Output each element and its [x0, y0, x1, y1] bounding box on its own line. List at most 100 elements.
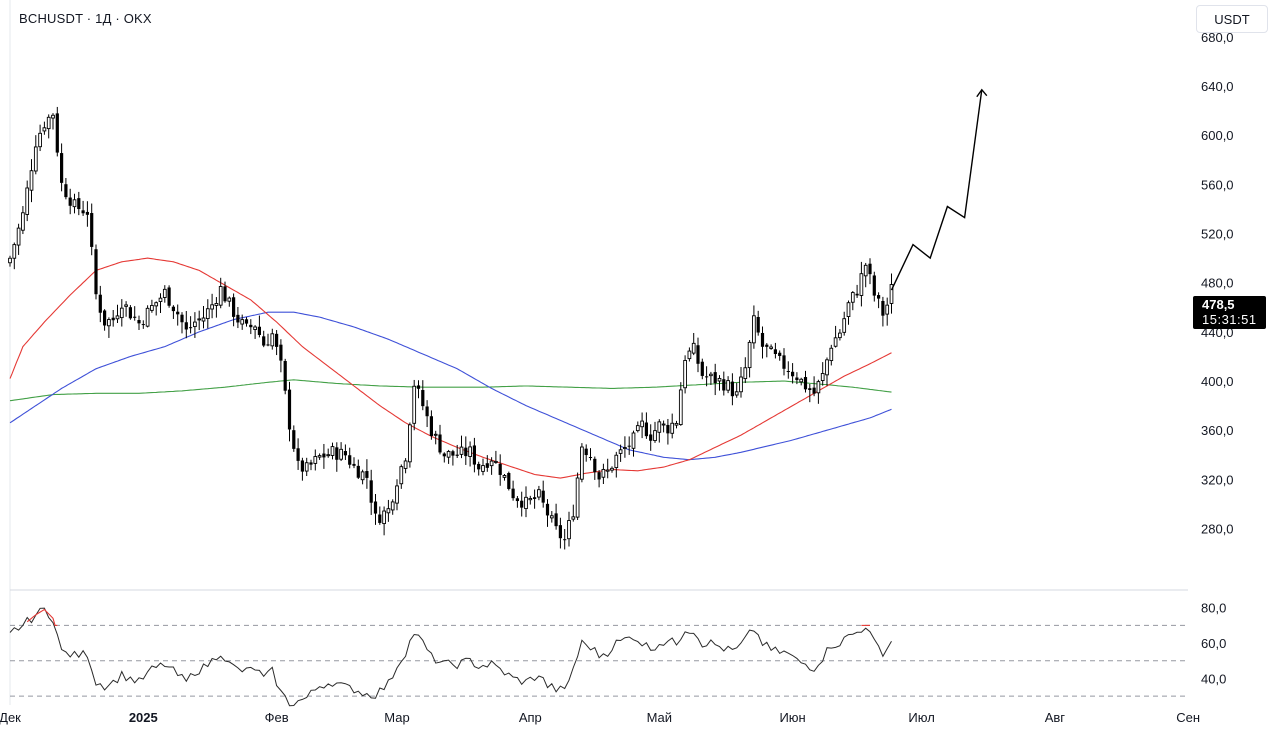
- candle: [803, 370, 808, 393]
- candle: [46, 114, 51, 139]
- candle-body-up: [838, 332, 842, 339]
- candle: [859, 261, 864, 307]
- candle-body-up: [885, 304, 890, 315]
- candle: [743, 357, 748, 384]
- candle-body-up: [726, 380, 730, 391]
- time-tick-label: Июн: [779, 710, 805, 725]
- candle-body-up: [227, 297, 232, 302]
- candle-body-up: [408, 424, 412, 463]
- candle-body-up: [691, 342, 696, 354]
- candle-body-up: [580, 446, 584, 480]
- candle: [141, 320, 145, 329]
- price-axis[interactable]: 280,0320,0360,0400,0440,0480,0520,0560,0…: [1201, 30, 1234, 687]
- candle: [451, 449, 455, 466]
- candle: [678, 382, 683, 426]
- candle-body-down: [378, 514, 382, 523]
- time-axis[interactable]: Дек 2025 Фев Мар Апр Май Июн Июл Авг Сен: [0, 710, 1200, 725]
- candle: [838, 329, 842, 341]
- candle: [593, 456, 597, 480]
- price-tick-label: 400,0: [1201, 374, 1234, 389]
- candle-body-up: [734, 391, 739, 396]
- candle: [184, 310, 188, 339]
- candle-body-down: [244, 319, 249, 324]
- candle-body-down: [511, 488, 515, 499]
- candle: [877, 292, 881, 309]
- price-tick-label: 320,0: [1201, 472, 1234, 487]
- time-tick-label: Апр: [519, 710, 542, 725]
- candle-body-down: [167, 287, 171, 306]
- candle: [64, 178, 68, 200]
- candle-body-down: [232, 297, 236, 317]
- candle-body-down: [184, 322, 188, 330]
- candle: [98, 285, 102, 323]
- currency-selector[interactable]: USDT: [1196, 5, 1268, 33]
- candle-body-down: [881, 300, 885, 316]
- candle-body-down: [369, 480, 373, 503]
- candle-body-down: [343, 451, 347, 456]
- candle-body-up: [670, 422, 675, 434]
- candle-body-down: [507, 473, 511, 489]
- candle-body-up: [494, 460, 498, 463]
- candle-body-down: [588, 457, 593, 459]
- ma-red-line: [9, 257, 892, 479]
- candle: [812, 376, 816, 397]
- candle: [605, 458, 610, 479]
- candle: [205, 299, 210, 329]
- candle-body-up: [674, 422, 679, 426]
- candle: [687, 347, 692, 362]
- candle-body-up: [829, 347, 834, 362]
- candle-body-down: [356, 465, 360, 478]
- candle-body-up: [205, 308, 210, 319]
- candle: [846, 300, 851, 325]
- candle-body-down: [111, 317, 115, 321]
- candle: [468, 441, 472, 467]
- candle: [549, 511, 554, 523]
- candle-body-down: [485, 463, 489, 468]
- candle: [773, 342, 777, 359]
- candle-body-up: [446, 451, 451, 458]
- candle-body-up: [339, 448, 343, 460]
- candle-body-down: [429, 416, 433, 437]
- candle-body-up: [825, 359, 829, 376]
- candle-body-up: [386, 508, 391, 514]
- candle: [313, 449, 318, 471]
- candle-body-up: [72, 199, 77, 208]
- candle: [477, 461, 481, 476]
- candle-body-up: [747, 341, 752, 369]
- candle-body-up: [799, 378, 804, 383]
- candle-body-up: [253, 326, 257, 330]
- candle: [554, 503, 558, 530]
- candle: [786, 361, 790, 379]
- candle: [872, 271, 876, 302]
- candle: [339, 442, 343, 462]
- candle: [107, 317, 111, 338]
- candle-body-down: [477, 463, 481, 470]
- candle: [489, 457, 494, 475]
- candle: [601, 463, 606, 484]
- candle: [558, 517, 562, 549]
- candle: [223, 281, 227, 303]
- candle: [55, 106, 59, 157]
- candle: [343, 444, 347, 460]
- candle: [197, 310, 202, 331]
- candle: [348, 447, 352, 469]
- candle-body-down: [722, 379, 726, 391]
- candle-body-up: [313, 456, 318, 464]
- candle: [717, 375, 722, 391]
- symbol-title[interactable]: BCHUSDT · 1Д · OKX: [19, 11, 152, 26]
- candle: [649, 424, 653, 451]
- candle: [524, 486, 528, 518]
- candle: [571, 504, 576, 522]
- candle: [399, 464, 404, 489]
- candle: [580, 443, 584, 483]
- candle: [335, 442, 339, 472]
- candle: [730, 373, 734, 406]
- candle: [614, 451, 619, 478]
- candle-body-down: [257, 326, 261, 335]
- candle-body-down: [103, 310, 107, 326]
- candle: [889, 273, 894, 314]
- candle-body-down: [223, 286, 227, 302]
- candle-body-up: [330, 446, 335, 456]
- candle-body-down: [68, 197, 72, 206]
